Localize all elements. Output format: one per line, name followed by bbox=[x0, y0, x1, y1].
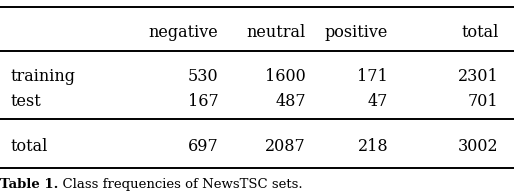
Text: 697: 697 bbox=[188, 138, 218, 155]
Text: Class frequencies of NewsTSC sets.: Class frequencies of NewsTSC sets. bbox=[54, 178, 303, 191]
Text: total: total bbox=[10, 138, 48, 155]
Text: 3002: 3002 bbox=[458, 138, 499, 155]
Text: 171: 171 bbox=[357, 68, 388, 85]
Text: total: total bbox=[461, 23, 499, 41]
Text: 1600: 1600 bbox=[265, 68, 306, 85]
Text: neutral: neutral bbox=[247, 23, 306, 41]
Text: test: test bbox=[10, 93, 41, 110]
Text: 701: 701 bbox=[468, 93, 499, 110]
Text: 487: 487 bbox=[275, 93, 306, 110]
Text: training: training bbox=[10, 68, 75, 85]
Text: negative: negative bbox=[149, 23, 218, 41]
Text: 167: 167 bbox=[188, 93, 218, 110]
Text: 2301: 2301 bbox=[458, 68, 499, 85]
Text: 47: 47 bbox=[368, 93, 388, 110]
Text: 530: 530 bbox=[188, 68, 218, 85]
Text: 2087: 2087 bbox=[265, 138, 306, 155]
Text: Table 1.: Table 1. bbox=[0, 178, 59, 191]
Text: positive: positive bbox=[325, 23, 388, 41]
Text: 218: 218 bbox=[357, 138, 388, 155]
